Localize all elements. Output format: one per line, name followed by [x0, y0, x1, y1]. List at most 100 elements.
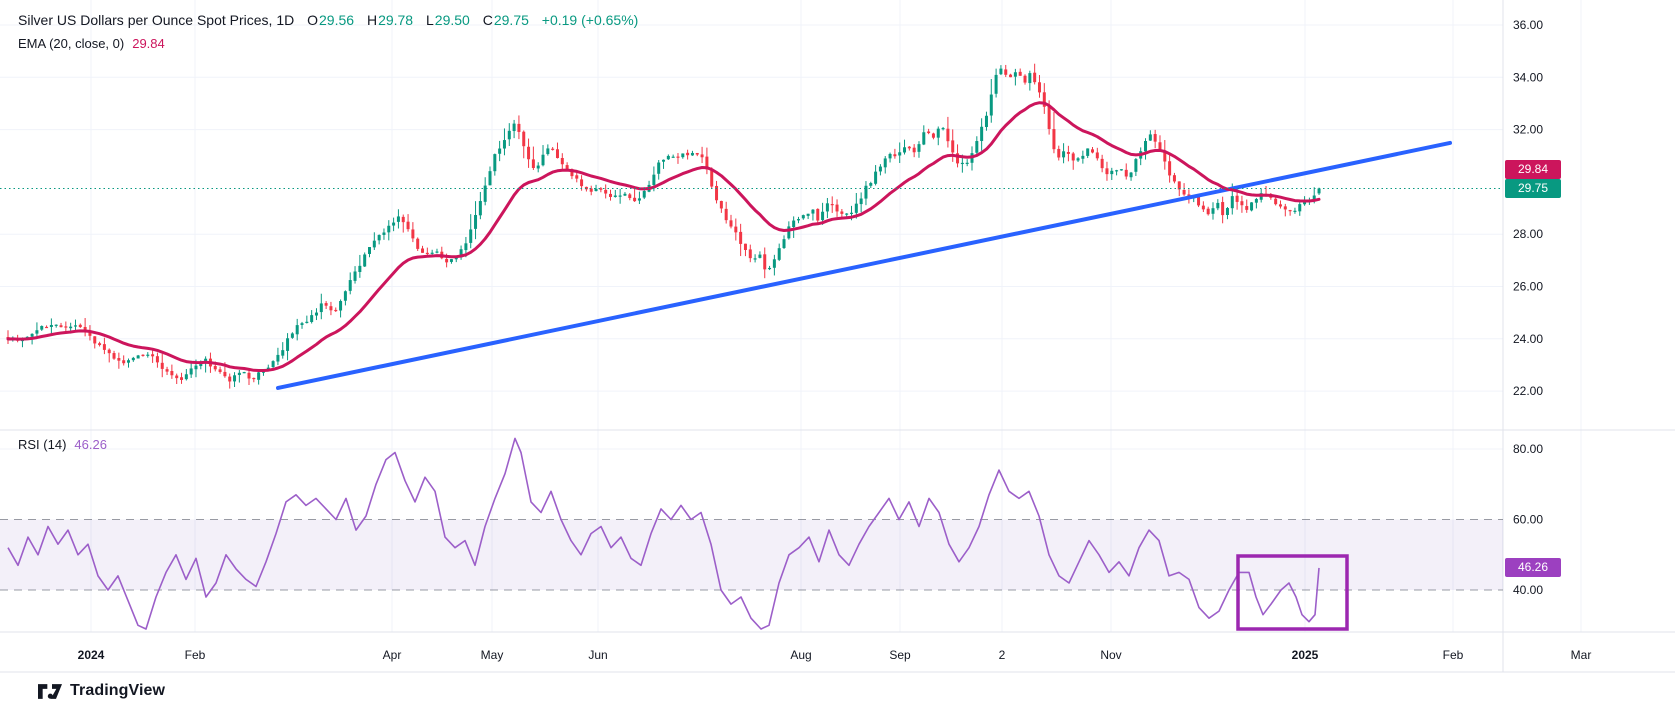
candle [257, 372, 261, 380]
candle [155, 356, 159, 363]
candle [1076, 158, 1080, 161]
time-axis-label: Sep [889, 648, 911, 662]
candle [806, 213, 810, 216]
tradingview-wordmark: TradingView [70, 682, 166, 699]
candle [739, 231, 743, 244]
candle [1028, 73, 1032, 84]
candle [671, 156, 675, 158]
time-scale-area[interactable] [0, 632, 1675, 672]
candle [642, 190, 646, 198]
candle [59, 325, 63, 328]
candle [628, 194, 632, 199]
candle [772, 259, 776, 268]
candle [175, 375, 179, 379]
candle [710, 168, 714, 187]
candle [1033, 72, 1037, 83]
candle [917, 144, 921, 152]
rsi-legend[interactable]: RSI (14) 46.26 [18, 437, 107, 452]
candle [430, 252, 434, 254]
candle [1086, 148, 1090, 156]
candle [478, 201, 482, 216]
candle [517, 123, 521, 132]
candle [633, 197, 637, 202]
candle [951, 140, 955, 153]
candle [421, 248, 425, 253]
candle [1206, 208, 1210, 215]
candle [449, 259, 453, 262]
candle [1240, 201, 1244, 206]
ema-line [6, 101, 1321, 372]
candle [792, 220, 796, 228]
candle [1013, 72, 1017, 77]
candle [213, 366, 217, 370]
candle [845, 213, 849, 215]
candle [286, 338, 290, 351]
candle [1110, 170, 1114, 175]
candle [474, 214, 478, 229]
candle [54, 324, 58, 326]
candle [1278, 204, 1282, 207]
candle [334, 309, 338, 312]
candle [1144, 140, 1148, 152]
candle [840, 211, 844, 214]
candle [927, 131, 931, 134]
candle [493, 154, 497, 172]
trendline-drawing[interactable] [276, 140, 1452, 390]
candle [618, 195, 622, 197]
change-value: +0.19 (+0.65%) [541, 12, 639, 28]
rsi-value-badge: 46.26 [1505, 558, 1561, 577]
candle [1235, 195, 1239, 202]
candle [690, 152, 694, 156]
candle [546, 148, 550, 155]
rsi-line [7, 437, 1320, 630]
candle [295, 325, 299, 335]
low-value: 29.50 [434, 12, 470, 28]
candle [122, 360, 126, 364]
candle [271, 361, 275, 368]
candle [888, 153, 892, 159]
candle [445, 258, 449, 263]
candle [859, 198, 863, 205]
candle [734, 226, 738, 233]
candle [594, 188, 598, 192]
candle [324, 303, 328, 306]
low-label: L [426, 12, 434, 28]
candle [903, 147, 907, 153]
candle [801, 215, 805, 219]
candle [1230, 196, 1234, 209]
candle [898, 152, 902, 156]
candle [1100, 158, 1104, 169]
ema-legend[interactable]: EMA (20, close, 0) 29.84 [18, 36, 165, 51]
candle [941, 128, 945, 130]
candle [527, 146, 531, 160]
rsi-highlight-rectangle[interactable] [1236, 554, 1349, 631]
candle [1062, 151, 1066, 158]
candle [984, 115, 988, 128]
candle [180, 377, 184, 380]
candle [1004, 69, 1008, 75]
chart-canvas[interactable]: 36.00 34.00 32.00 28.00 26.00 24.00 22.00 80.00… [0, 0, 1675, 673]
candle [1158, 142, 1162, 150]
price-axis-tick: 32.00 [1513, 123, 1543, 137]
candle [30, 333, 34, 337]
candle [483, 185, 487, 202]
candle [599, 188, 603, 190]
candle [1018, 71, 1022, 76]
tradingview-attribution[interactable]: TradingView [38, 682, 165, 700]
candle [151, 354, 155, 357]
price-axis-tick: 24.00 [1513, 332, 1543, 346]
candle [565, 165, 569, 170]
price-scale-area[interactable] [1503, 0, 1675, 632]
candle [165, 369, 169, 372]
candle [343, 291, 347, 301]
symbol-legend[interactable]: Silver US Dollars per Ounce Spot Prices,… [18, 12, 638, 28]
candle [782, 239, 786, 248]
candle [435, 251, 439, 253]
candle [107, 349, 111, 354]
candle [1148, 134, 1152, 141]
candle [237, 372, 241, 375]
candle [368, 247, 371, 254]
candle [715, 185, 719, 201]
candle [695, 152, 699, 155]
ema-label: EMA (20, close, 0) [18, 36, 125, 51]
